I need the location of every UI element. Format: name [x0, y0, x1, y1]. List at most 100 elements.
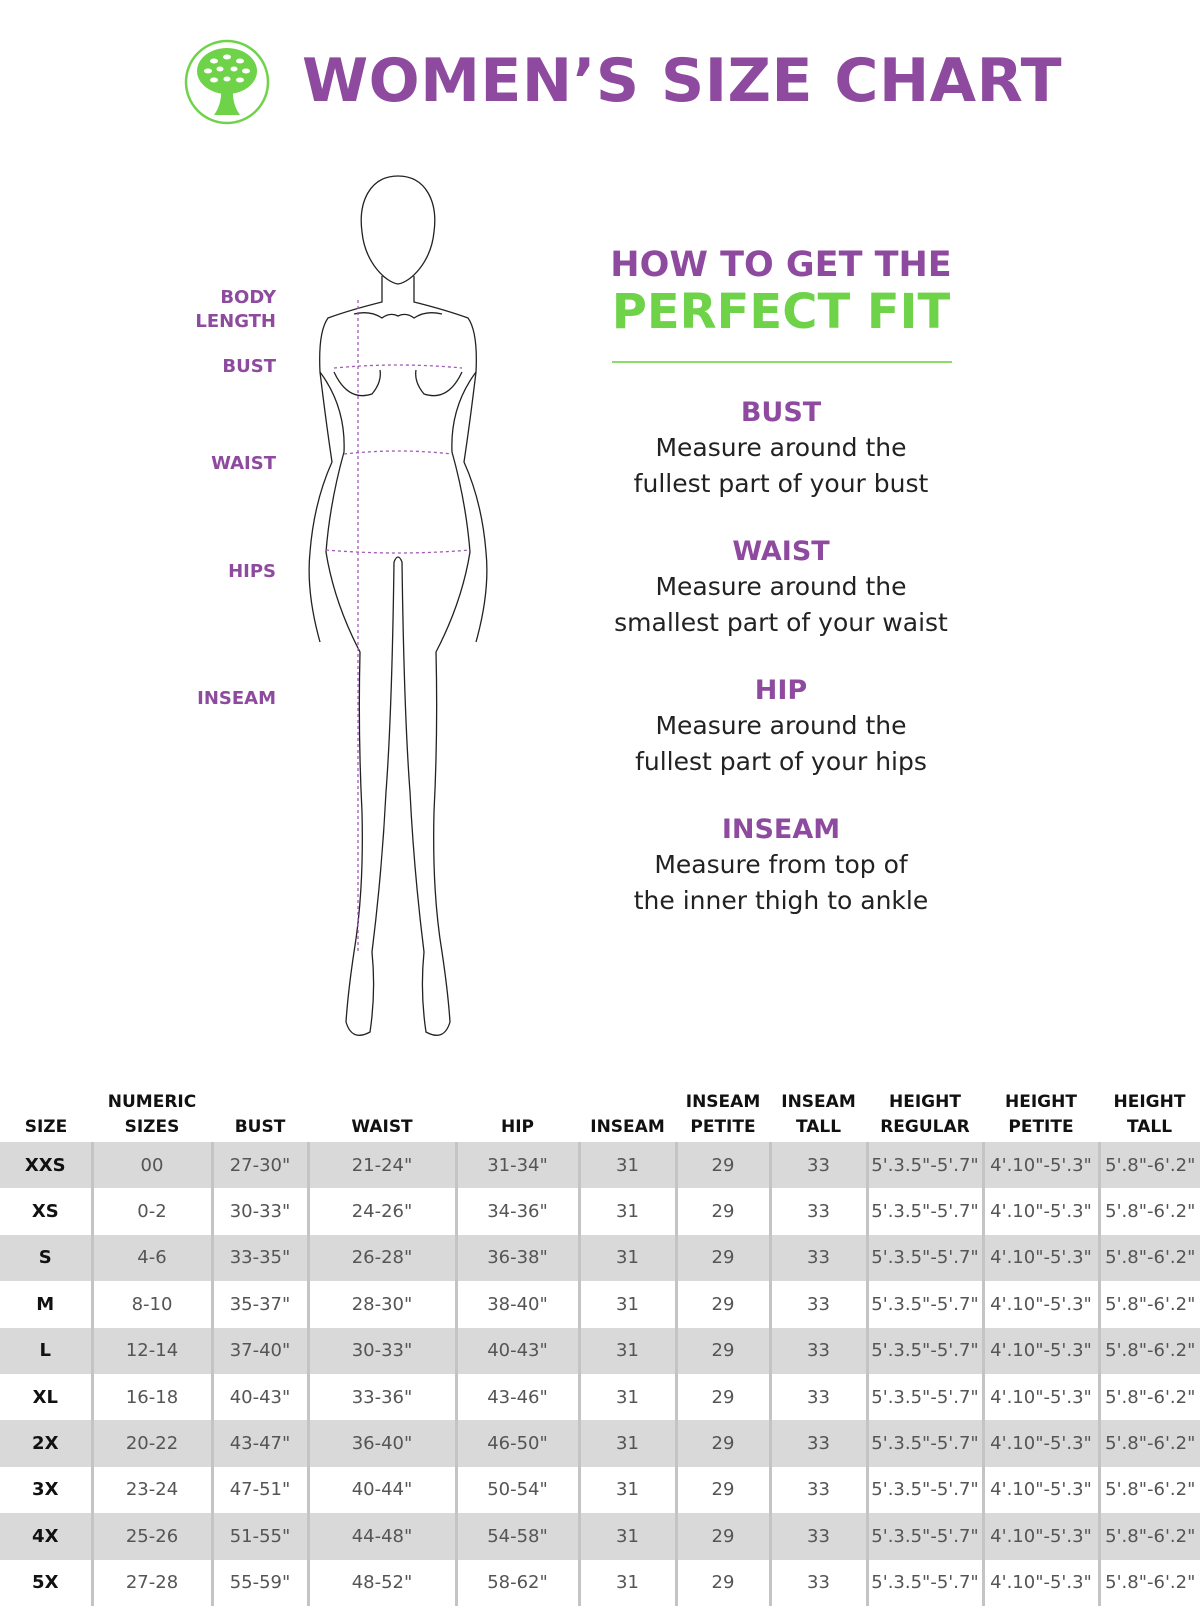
section-title: BUST [740, 397, 822, 428]
table-cell: 35-37" [210, 1281, 308, 1328]
fit-guide: HOW TO GET THE PERFECT FIT BUST Measure a… [580, 245, 982, 919]
table-cell: 24-26" [306, 1188, 456, 1235]
column-header-text: INSEAM [781, 1092, 856, 1112]
table-cell: 2X [0, 1420, 92, 1467]
table-cell: 5'.8"-6'.2" [1097, 1234, 1200, 1282]
table-cell: 31 [577, 1327, 676, 1374]
column-header-text: PETITE [1008, 1117, 1074, 1137]
table-cell: 5'.8"-6'.2" [1097, 1420, 1200, 1467]
table-cell: 40-43" [210, 1373, 308, 1421]
table-cell: 33 [768, 1513, 867, 1560]
table-cell: XXS [0, 1142, 92, 1189]
table-cell: 33 [768, 1234, 867, 1282]
table-cell: 4'.10"-5'.3" [981, 1466, 1099, 1514]
table-cell: 4'.10"-5'.3" [981, 1188, 1099, 1235]
table-cell: 40-43" [454, 1327, 579, 1374]
table-cell: 5'.8"-6'.2" [1097, 1281, 1200, 1328]
size-table: SIZE NUMERIC SIZES BUST WAIST HIP INSEAM INSEAM… [0, 1090, 1200, 1606]
table-cell: 33 [768, 1559, 867, 1606]
table-cell: 26-28" [306, 1234, 456, 1282]
table-cell: 25-26 [90, 1513, 212, 1560]
page-title: WOMEN’S SIZE CHART [302, 46, 1063, 116]
column-header-text: HEIGHT [889, 1092, 961, 1112]
table-cell: 31 [577, 1513, 676, 1560]
section-title: WAIST [732, 536, 830, 567]
table-cell: 31 [577, 1142, 676, 1189]
table-row: M 8-10 35-37" 28-30" 38-40" 31 29 33 5'.3.5"-5'.… [0, 1281, 1200, 1328]
label-bust: BUST [222, 356, 276, 377]
table-row: 4X 25-26 51-55" 44-48" 54-58" 31 29 33 5'.3.5"-5… [0, 1513, 1200, 1560]
guide-section-hip: HIP Measure around the fullest part of you… [580, 674, 982, 780]
table-row: XS 0-2 30-33" 24-26" 34-36" 31 29 33 5'.3.5"-5'.… [0, 1188, 1200, 1235]
table-cell: 5'.8"-6'.2" [1097, 1373, 1200, 1421]
table-cell: 00 [90, 1142, 212, 1189]
table-cell: 5'.3.5"-5'.7" [865, 1142, 983, 1189]
table-cell: 54-58" [454, 1513, 579, 1560]
column-header-text: BUST [234, 1117, 286, 1137]
column-header-text: PETITE [690, 1117, 756, 1137]
column-header: HEIGHT REGULAR [867, 1090, 983, 1142]
table-row: L 12-14 37-40" 30-33" 40-43" 31 29 33 5'.3.5"-5'… [0, 1327, 1200, 1374]
table-cell: 31 [577, 1559, 676, 1606]
table-cell: 12-14 [90, 1327, 212, 1374]
table-cell: 21-24" [306, 1142, 456, 1189]
table-row: 5X 27-28 55-59" 48-52" 58-62" 31 29 33 5'.3.5"-5… [0, 1559, 1200, 1606]
column-header-text: WAIST [351, 1117, 413, 1137]
table-row: S 4-6 33-35" 26-28" 36-38" 31 29 33 5'.3.5"-5'.7… [0, 1234, 1200, 1282]
table-cell: 5'.3.5"-5'.7" [865, 1327, 983, 1374]
table-cell: 29 [674, 1327, 770, 1374]
table-cell: XL [32, 1386, 58, 1408]
table-cell: L [0, 1327, 92, 1374]
table-cell: 5'.8"-6'.2" [1097, 1513, 1200, 1560]
section-text: fullest part of your bust [633, 469, 929, 498]
table-cell: 8-10 [90, 1281, 212, 1328]
column-header: INSEAM [579, 1090, 676, 1142]
table-cell: 5'.8"-6'.2" [1097, 1559, 1200, 1606]
table-cell: 29 [674, 1142, 770, 1189]
table-cell: 5X [32, 1572, 59, 1594]
table-cell: 33 [768, 1188, 867, 1235]
table-cell: 5'.3.5"-5'.7" [865, 1513, 983, 1560]
guide-section-waist: WAIST Measure around the smallest part of … [580, 535, 982, 641]
table-cell: 31 [577, 1420, 676, 1467]
table-cell: 20-22 [90, 1420, 212, 1467]
column-header-text: NUMERIC [107, 1092, 197, 1112]
column-header: NUMERIC SIZES [92, 1090, 212, 1142]
table-cell: 5'.3.5"-5'.7" [865, 1420, 983, 1467]
column-header-text: TALL [1126, 1117, 1173, 1137]
table-cell: 5'.3.5"-5'.7" [865, 1234, 983, 1282]
table-cell: 5'.3.5"-5'.7" [865, 1281, 983, 1328]
table-cell: 58-62" [454, 1559, 579, 1606]
section-text: fullest part of your hips [635, 747, 927, 776]
table-cell: 40-44" [306, 1466, 456, 1514]
table-row: XL 16-18 40-43" 33-36" 43-46" 31 29 33 5'.3.5"-5… [0, 1373, 1200, 1421]
table-cell: 5'.3.5"-5'.7" [865, 1188, 983, 1235]
table-cell: 5'.8"-6'.2" [1097, 1188, 1200, 1235]
table-cell: 5'.8"-6'.2" [1097, 1466, 1200, 1514]
column-header-text: INSEAM [590, 1117, 665, 1137]
table-cell: 4X [0, 1513, 92, 1560]
table-cell: 29 [674, 1234, 770, 1282]
column-header: HEIGHT TALL [1099, 1090, 1200, 1142]
body-figure-illustration [308, 175, 488, 1036]
table-cell: M [36, 1293, 55, 1315]
column-header-text: HEIGHT [1005, 1092, 1077, 1112]
table-cell: 29 [674, 1466, 770, 1514]
table-cell: 33 [768, 1142, 867, 1189]
column-header-text: HEIGHT [1113, 1092, 1186, 1112]
table-cell: XS [31, 1201, 59, 1223]
table-cell: 4'.10"-5'.3" [981, 1327, 1099, 1374]
table-cell: 29 [674, 1373, 770, 1421]
section-text: smallest part of your waist [614, 608, 948, 637]
table-cell: 33 [768, 1420, 867, 1467]
guide-heading-line1: HOW TO GET THE [610, 245, 952, 285]
column-header-text: INSEAM [685, 1092, 761, 1112]
table-cell: 31-34" [454, 1142, 579, 1189]
table-cell: 31 [577, 1188, 676, 1235]
table-cell: 4-6 [90, 1234, 212, 1282]
label-hips: HIPS [228, 561, 276, 582]
table-cell: 47-51" [210, 1466, 308, 1514]
table-cell: 16-18 [90, 1373, 212, 1421]
column-header-text: TALL [795, 1117, 842, 1137]
section-text: Measure around the [655, 711, 907, 740]
